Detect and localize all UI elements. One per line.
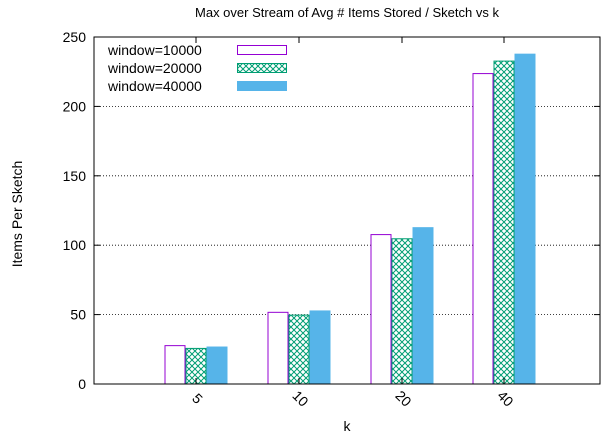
y-tick-label: 150 bbox=[63, 168, 87, 184]
x-tick-label: 5 bbox=[189, 390, 206, 407]
legend-label: window=20000 bbox=[107, 60, 202, 76]
x-axis-label: k bbox=[344, 418, 352, 434]
legend-label: window=10000 bbox=[107, 42, 202, 58]
bar-window=40000-k10 bbox=[309, 310, 331, 384]
bar-window=10000-k20 bbox=[370, 234, 392, 385]
grid-lines bbox=[94, 106, 600, 316]
bar-window=40000-k40 bbox=[514, 53, 536, 384]
bar-window=40000-k5 bbox=[206, 346, 228, 384]
legend-swatch bbox=[237, 81, 287, 91]
x-tick-label: 10 bbox=[289, 387, 311, 409]
y-tick-label: 50 bbox=[70, 307, 86, 323]
bar-window=10000-k10 bbox=[267, 311, 289, 385]
x-tick-label: 20 bbox=[392, 387, 414, 409]
y-tick-label: 200 bbox=[63, 98, 87, 114]
bars bbox=[164, 53, 536, 385]
axes bbox=[93, 36, 601, 385]
bar-window=40000-k20 bbox=[412, 227, 434, 384]
plot-frame bbox=[93, 36, 601, 385]
bar-window=20000-k40 bbox=[493, 60, 515, 385]
legend-swatch bbox=[237, 45, 287, 55]
bar-window=20000-k10 bbox=[288, 314, 310, 385]
bar-window=10000-k40 bbox=[472, 73, 494, 385]
y-tick-label: 100 bbox=[63, 237, 87, 253]
legend: window=10000 window=20000 window=40000 bbox=[107, 42, 287, 94]
legend-swatch bbox=[237, 63, 287, 73]
bar-window=20000-k20 bbox=[391, 238, 413, 385]
chart-title: Max over Stream of Avg # Items Stored / … bbox=[195, 5, 499, 20]
bar-window=10000-k5 bbox=[164, 345, 186, 385]
y-tick-label: 250 bbox=[63, 29, 87, 45]
legend-label: window=40000 bbox=[107, 78, 202, 94]
y-axis-label: Items Per Sketch bbox=[9, 161, 25, 268]
y-tick-label: 0 bbox=[78, 376, 86, 392]
x-tick-label: 40 bbox=[494, 387, 516, 409]
